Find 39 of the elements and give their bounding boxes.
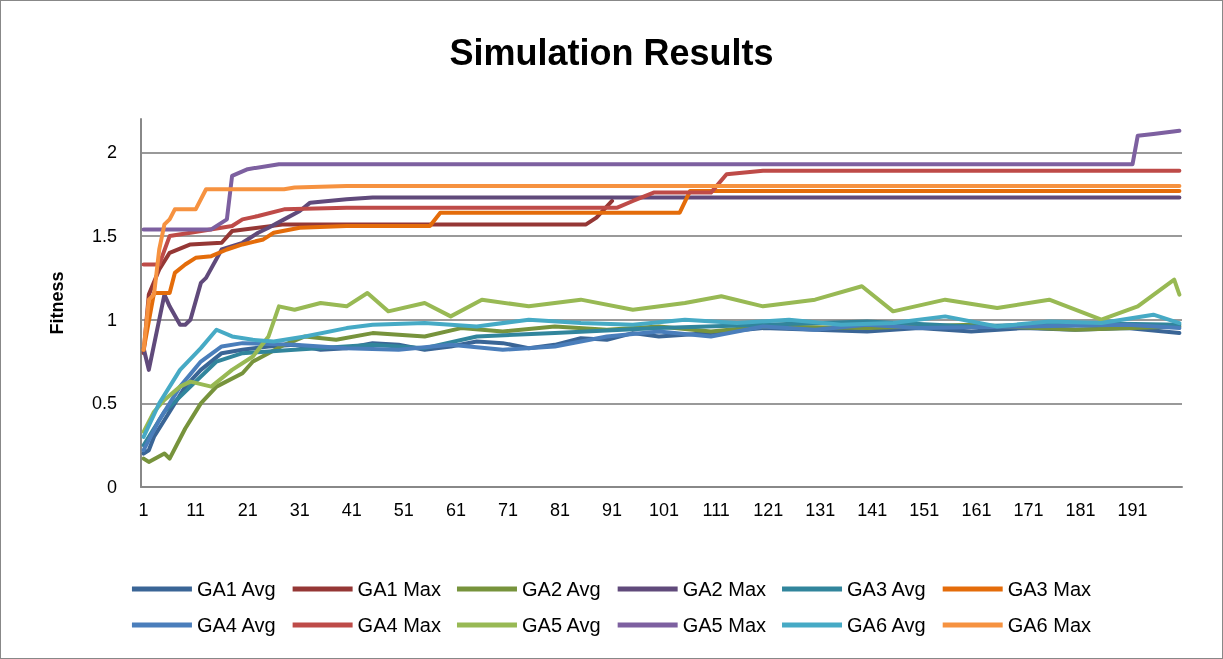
x-tick-label: 11 [186, 500, 205, 520]
x-tick-label: 61 [445, 500, 466, 520]
legend-label: GA5 Avg [521, 614, 601, 636]
legend-label: GA6 Avg [847, 614, 926, 636]
y-axis-title: Fitness [47, 271, 67, 335]
x-tick-label: 151 [909, 500, 940, 520]
legend-label: GA3 Avg [847, 578, 926, 600]
legend-label: GA5 Max [682, 614, 767, 636]
x-tick-label: 21 [237, 500, 258, 520]
x-tick-label: 81 [549, 500, 571, 520]
legend-label: GA1 Avg [196, 578, 276, 600]
x-tick-label: 91 [602, 500, 623, 520]
x-tick-label: 121 [753, 500, 784, 520]
x-tick-label: 131 [805, 500, 836, 520]
legend-label: GA3 Max [1007, 578, 1092, 600]
y-tick-label: 1.5 [91, 226, 117, 247]
x-tick-label: 31 [289, 500, 310, 520]
x-tick-label: 1 [138, 500, 149, 520]
legend-label: GA4 Max [357, 614, 441, 636]
x-tick-label: 101 [649, 500, 680, 520]
x-tick-label: 111 [702, 500, 730, 520]
x-tick-label: 141 [857, 500, 888, 520]
legend-label: GA2 Max [682, 578, 767, 600]
legend-label: GA4 Avg [196, 614, 276, 636]
x-tick-label: 171 [1013, 500, 1044, 520]
x-tick-label: 71 [497, 500, 518, 520]
x-tick-label: 191 [1117, 500, 1148, 520]
x-tick-label: 161 [961, 500, 992, 520]
y-tick-label: 0.5 [91, 393, 117, 414]
legend-label: GA6 Max [1007, 614, 1092, 636]
y-tick-label: 0 [106, 477, 117, 497]
x-tick-label: 51 [393, 500, 414, 520]
x-tick-label: 181 [1065, 500, 1096, 520]
x-tick-label: 41 [341, 500, 362, 520]
chart-title: Simulation Results [449, 31, 774, 73]
y-tick-label: 1 [106, 309, 117, 330]
legend-label: GA2 Avg [521, 578, 601, 600]
legend-label: GA1 Max [357, 578, 441, 600]
y-tick-label: 2 [106, 142, 117, 163]
